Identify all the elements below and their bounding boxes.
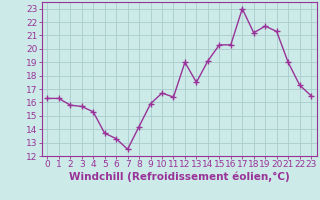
X-axis label: Windchill (Refroidissement éolien,°C): Windchill (Refroidissement éolien,°C) (69, 172, 290, 182)
